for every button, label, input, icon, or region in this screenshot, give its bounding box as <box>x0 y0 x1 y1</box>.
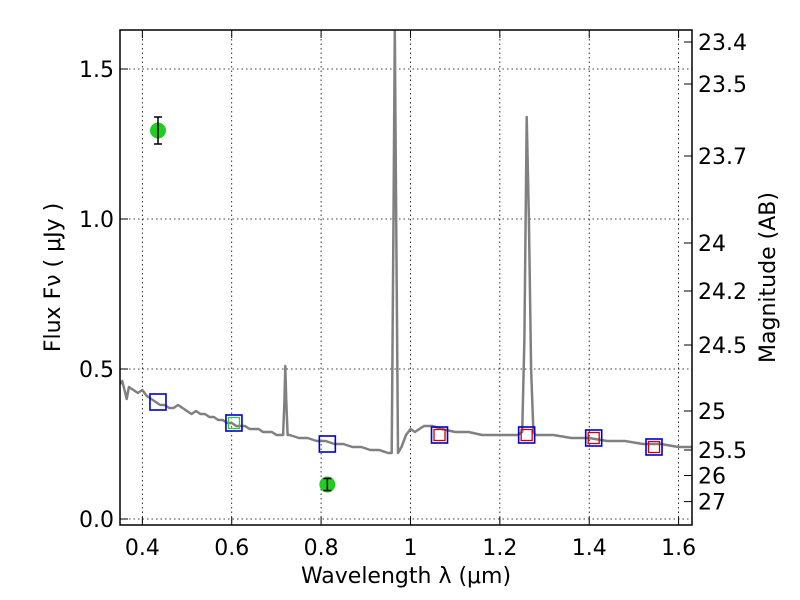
x-tick-label: 1 <box>403 536 417 561</box>
y-tick-label: 0.5 <box>79 358 114 383</box>
plot-frame <box>119 29 693 526</box>
x-tick-label: 1.6 <box>661 536 696 561</box>
y2-tick-label: 24.2 <box>698 280 747 305</box>
model-photometry-marker <box>645 438 663 456</box>
observed-photometry-marker <box>647 440 661 454</box>
x-tick-label: 1.4 <box>572 536 607 561</box>
observed-green-marker <box>227 416 241 430</box>
plot-series <box>120 30 692 493</box>
y-tick-label: 1.0 <box>79 208 114 233</box>
observed-photometry-marker <box>520 428 533 442</box>
x-tick-label: 1.2 <box>482 536 517 561</box>
y2-tick-label: 26 <box>698 465 726 490</box>
y2-tick-label: 25 <box>698 400 726 425</box>
y2-tick-label: 27 <box>698 491 726 516</box>
model-photometry-marker <box>517 426 536 444</box>
x-tick-label: 0.4 <box>125 536 160 561</box>
y-tick-label: 1.5 <box>79 58 114 83</box>
model-photometry-marker <box>149 393 167 411</box>
observed-photometry-marker <box>433 428 446 442</box>
grid-lines <box>120 30 692 525</box>
y2-tick-label: 23.5 <box>698 73 747 98</box>
y2-tick-label: 23.4 <box>698 31 747 56</box>
model-photometry-marker <box>318 435 337 453</box>
y2-tick-label: 24.5 <box>698 334 747 359</box>
y2-tick-label: 23.7 <box>698 145 747 170</box>
model-photometry-marker <box>225 414 243 432</box>
model-photometry-marker <box>430 426 449 444</box>
y-axis-label: Flux Fν ( μJy ) <box>41 203 66 352</box>
x-axis-label: Wavelength λ (μm) <box>301 564 511 589</box>
observed-photometry-marker <box>587 431 600 445</box>
model-spectrum-line <box>120 30 692 455</box>
axis-ticks: 0.4 0.6 0.8 1 1.2 1.4 1.6 0.0 0.5 1.0 1.5 23.4 23.5 2… <box>79 30 747 561</box>
x-tick-label: 0.8 <box>304 536 339 561</box>
y-tick-label: 0.0 <box>79 508 114 533</box>
x-tick-label: 0.6 <box>214 536 249 561</box>
model-photometry-marker <box>584 429 603 447</box>
y2-tick-label: 24 <box>698 232 726 257</box>
y2-axis-label: Magnitude (AB) <box>756 192 781 363</box>
y2-tick-label: 25.5 <box>698 439 747 464</box>
